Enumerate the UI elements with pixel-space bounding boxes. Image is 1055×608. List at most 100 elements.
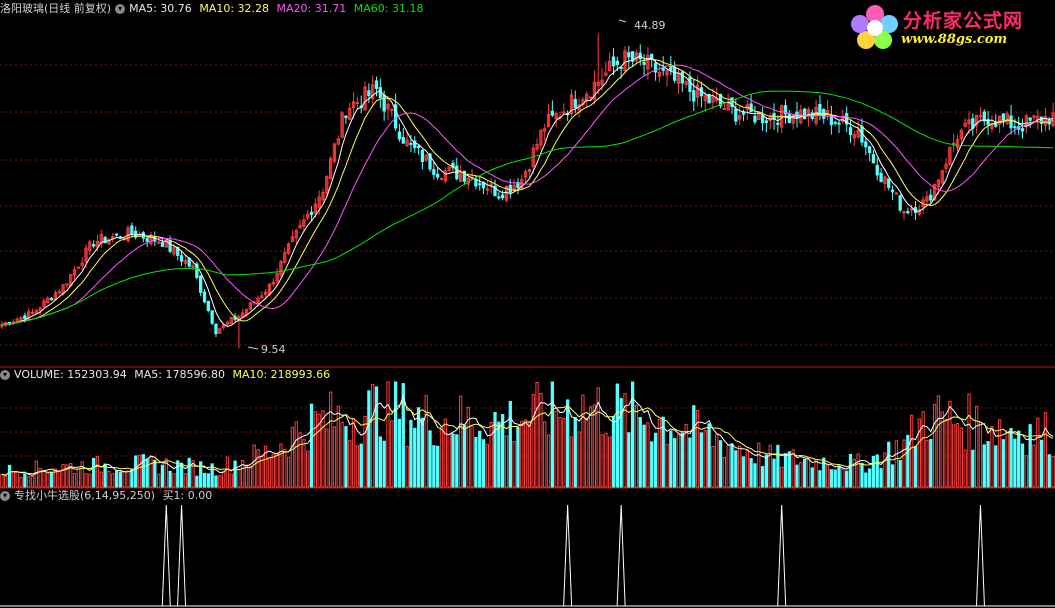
volume-bar	[118, 471, 123, 488]
candle-body	[653, 63, 658, 73]
volume-bar	[99, 471, 103, 488]
volume-bar	[944, 418, 948, 488]
candle-body	[439, 178, 444, 181]
volume-bar	[848, 453, 853, 488]
candle-body	[852, 134, 856, 139]
candle-body	[416, 145, 421, 148]
chevron-down-icon[interactable]: ▾	[0, 491, 10, 501]
volume-bar	[814, 459, 818, 488]
volume-bar	[183, 473, 188, 488]
candle-body	[890, 189, 895, 193]
volume-bar	[932, 403, 937, 488]
candle-body	[294, 230, 298, 239]
volume-bar	[397, 418, 402, 488]
candle-body	[130, 225, 134, 234]
candle-body	[386, 104, 390, 110]
candle-body	[325, 176, 329, 194]
candle-body	[764, 120, 769, 124]
chevron-down-icon[interactable]: ▾	[115, 4, 126, 14]
candle-body	[776, 122, 780, 125]
volume-bar	[615, 383, 619, 488]
volume-bar	[520, 420, 524, 488]
volume-bar	[149, 455, 153, 488]
candle-body	[982, 111, 986, 122]
volume-bar	[608, 436, 612, 488]
volume-bar	[921, 411, 925, 488]
volume-bar	[596, 387, 600, 488]
volume-bar	[588, 406, 593, 488]
volume-bar	[929, 439, 933, 488]
volume-bar	[221, 471, 226, 488]
volume-bar	[390, 420, 394, 488]
candle-body	[894, 192, 899, 195]
candle-body	[722, 108, 727, 111]
volume-bar	[829, 469, 834, 488]
indicator-panel[interactable]	[0, 504, 1055, 607]
volume-bar	[306, 450, 310, 488]
candle-body	[902, 211, 906, 214]
volume-bar	[1047, 454, 1051, 488]
volume-bar	[137, 454, 142, 488]
volume-bar	[145, 458, 149, 488]
volume-bar	[141, 454, 145, 488]
candle-body	[910, 208, 914, 211]
volume-bar	[634, 404, 639, 488]
candle-body	[535, 144, 539, 150]
candle-body	[802, 108, 807, 120]
volume-bar	[493, 412, 497, 488]
candle-body	[34, 309, 38, 314]
candle-body	[317, 196, 321, 208]
volume-bar	[550, 381, 554, 488]
volume-bar	[688, 437, 692, 488]
volume-bar	[565, 399, 570, 488]
volume-bar	[1020, 443, 1025, 488]
volume-bar	[684, 424, 688, 488]
volume-bar	[72, 473, 77, 488]
volume-bar	[168, 470, 172, 488]
volume-bar	[527, 421, 532, 488]
candle-body	[695, 84, 700, 98]
volume-value: VOLUME: 152303.94	[14, 368, 127, 381]
volume-bar	[825, 464, 830, 488]
volume-bar	[283, 448, 287, 488]
volume-bar	[902, 439, 906, 488]
volume-bar	[871, 455, 876, 488]
volume-bar	[489, 422, 493, 488]
volume-bar	[669, 430, 673, 488]
volume-bar	[787, 451, 791, 488]
volume-panel[interactable]	[0, 381, 1055, 488]
chevron-down-icon[interactable]: ▾	[0, 370, 10, 380]
volume-bar	[1009, 428, 1013, 488]
candle-body	[72, 269, 77, 276]
volume-bar	[791, 449, 795, 488]
stock-title: 洛阳玻璃(日线 前复权)	[0, 2, 112, 15]
candle-body	[30, 311, 35, 314]
candle-body	[413, 140, 417, 149]
candle-body	[569, 94, 574, 115]
volume-bar	[7, 464, 12, 488]
volume-bar	[84, 473, 88, 488]
volume-bar	[313, 411, 317, 488]
candle-body	[600, 79, 604, 86]
volume-bar	[948, 400, 952, 488]
candle-body	[260, 295, 264, 298]
volume-bar	[657, 418, 662, 488]
candle-body	[84, 247, 88, 263]
candle-body	[382, 94, 386, 112]
candle-body	[134, 230, 138, 238]
candle-body	[546, 113, 551, 128]
volume-bar	[940, 411, 944, 488]
candle-body	[1043, 115, 1048, 126]
volume-bar	[80, 461, 84, 488]
candle-body	[248, 302, 253, 310]
volume-ma10-value: MA10: 218993.66	[232, 368, 331, 381]
candle-body	[176, 246, 180, 256]
volume-bar	[340, 421, 344, 488]
volume-bar	[432, 445, 436, 488]
volume-bar	[69, 463, 73, 488]
volume-bar	[286, 456, 291, 488]
price-panel[interactable]	[0, 33, 1055, 349]
candle-body	[527, 169, 532, 172]
grid-lines	[0, 64, 1055, 489]
